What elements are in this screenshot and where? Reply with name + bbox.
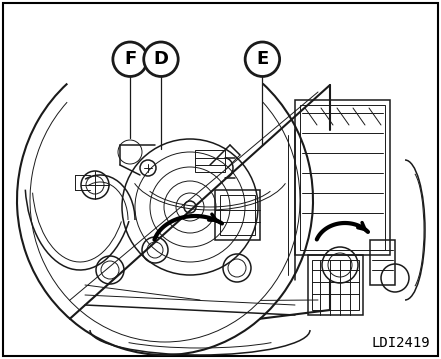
Text: D: D: [153, 50, 168, 68]
Bar: [308, 255, 363, 315]
Circle shape: [113, 42, 147, 76]
Bar: [215, 190, 260, 240]
Bar: [370, 240, 395, 285]
Text: E: E: [256, 50, 269, 68]
Bar: [220, 195, 255, 235]
Bar: [195, 150, 225, 172]
Text: F: F: [124, 50, 136, 68]
Bar: [300, 105, 385, 250]
Circle shape: [144, 42, 178, 76]
Circle shape: [245, 42, 280, 76]
Bar: [295, 100, 390, 255]
Bar: [312, 260, 359, 310]
Text: LDI2419: LDI2419: [371, 336, 430, 350]
